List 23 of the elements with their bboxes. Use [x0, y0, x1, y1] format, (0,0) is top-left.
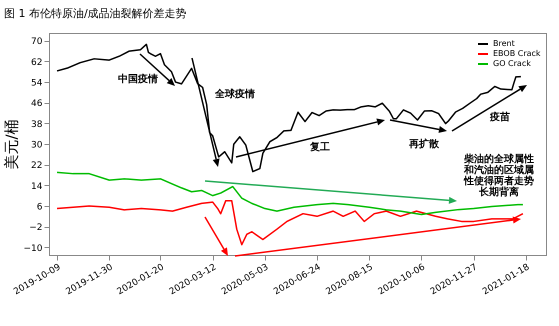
- y-tick-label: 14: [31, 182, 43, 192]
- line-series: [56, 200, 524, 246]
- annotation: 疫苗: [488, 112, 511, 123]
- y-tick-label: 46: [31, 99, 43, 110]
- annotation: 中国疫情: [117, 74, 159, 85]
- legend-label: GO Crack: [493, 59, 532, 68]
- y-tick-label: −2: [29, 223, 42, 234]
- chart-title: 图 1 布伦特原油/成品油裂解价差走势: [4, 7, 187, 20]
- annotation: 复工: [309, 142, 331, 153]
- y-tick-label: 6: [36, 202, 43, 212]
- y-tick-label: 30: [31, 140, 43, 150]
- annotation: 全球疫情: [214, 89, 256, 100]
- annotation: 再扩散: [408, 138, 440, 150]
- y-tick-label: 70: [31, 37, 43, 48]
- y-axis-title: 美元/桶: [2, 119, 21, 170]
- legend-label: Brent: [493, 39, 515, 48]
- y-tick-label: 22: [31, 161, 42, 172]
- annotation: 柴油的全球属性和汽油的区域属性使得两者走势长期背离: [463, 154, 535, 198]
- y-tick-label: 62: [31, 58, 42, 68]
- y-tick-label: 38: [31, 120, 43, 130]
- y-tick-label: 54: [31, 78, 43, 89]
- legend-label: EBOB Crack: [493, 49, 541, 58]
- y-tick-label: −10: [24, 244, 43, 254]
